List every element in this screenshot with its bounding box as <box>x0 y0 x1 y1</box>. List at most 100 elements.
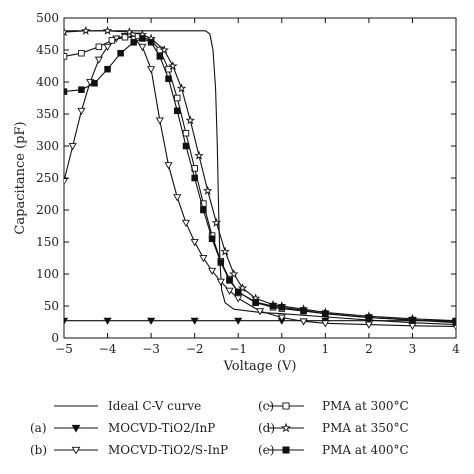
data-point-d <box>176 83 187 93</box>
data-point-a <box>64 317 69 325</box>
data-point-d <box>203 185 213 195</box>
data-point-e <box>300 307 307 314</box>
data-point-c <box>64 53 68 60</box>
y-tick-label: 500 <box>36 11 59 25</box>
x-tick-label: 4 <box>452 342 460 356</box>
series-line-d <box>64 30 456 322</box>
data-point-e <box>139 35 146 42</box>
data-point-b <box>225 287 234 295</box>
legend-label: Ideal C-V curve <box>108 399 201 413</box>
series-d <box>64 25 456 325</box>
data-point-b <box>164 162 173 170</box>
legend-prefix: (e) <box>258 443 274 457</box>
y-tick-label: 100 <box>36 267 59 281</box>
y-tick-label: 400 <box>36 75 59 89</box>
data-point-b <box>173 194 182 202</box>
data-point-b <box>321 320 330 328</box>
y-tick-label: 150 <box>36 235 59 249</box>
data-point-e <box>147 39 155 46</box>
legend-swatch-marker <box>282 402 290 410</box>
data-point-b <box>181 219 191 228</box>
data-point-e <box>452 319 456 326</box>
data-point-c <box>121 33 129 41</box>
data-point-c <box>78 49 85 57</box>
y-tick-label: 200 <box>36 203 59 217</box>
data-point-d <box>102 25 113 35</box>
y-tick-label: 250 <box>36 171 59 185</box>
series-ideal <box>64 30 456 326</box>
series-line-c <box>64 35 456 323</box>
data-point-e <box>200 206 207 214</box>
series-c <box>64 32 456 326</box>
data-point-e <box>234 288 242 296</box>
legend-label: PMA at 300°C <box>322 399 409 413</box>
data-point-d <box>185 115 196 125</box>
data-point-c <box>165 65 172 73</box>
data-point-e <box>269 302 277 310</box>
x-tick-label: 3 <box>409 342 417 356</box>
data-point-e <box>64 88 68 95</box>
x-tick-label: 2 <box>365 342 373 356</box>
x-tick-label: −5 <box>55 342 73 356</box>
data-point-b <box>216 278 225 286</box>
x-tick-label: 0 <box>278 342 286 356</box>
data-point-b <box>147 66 156 74</box>
data-point-b <box>190 239 199 247</box>
y-axis-label: Capacitance (pF) <box>13 121 28 234</box>
legend-prefix: (c) <box>258 399 274 413</box>
data-point-b <box>199 255 208 263</box>
data-point-c <box>173 94 181 102</box>
legend-item-d: (d) PMA at 350°C <box>258 421 409 435</box>
x-tick-label: −1 <box>229 342 247 356</box>
data-point-b <box>408 322 417 331</box>
data-point-a <box>147 317 156 325</box>
series-b <box>64 32 456 331</box>
data-point-a <box>234 317 243 325</box>
data-point-b <box>155 117 164 125</box>
data-point-e <box>130 39 137 46</box>
data-point-b <box>299 318 308 326</box>
y-tick-label: 450 <box>36 43 59 57</box>
data-point-e <box>409 316 416 324</box>
x-tick-label: 1 <box>322 342 330 356</box>
data-point-c <box>200 200 207 207</box>
data-point-c <box>108 37 116 44</box>
data-point-b <box>255 308 265 316</box>
legend-item-a: (a) MOCVD-TiO2/InP <box>30 421 215 435</box>
legend-label: MOCVD-TiO2/S-InP <box>108 443 228 457</box>
data-point-d <box>159 45 169 55</box>
series-line-e <box>64 37 456 324</box>
legend-swatch-marker <box>280 422 292 433</box>
data-point-e <box>322 310 329 317</box>
y-tick-label: 0 <box>51 331 59 345</box>
data-point-b <box>234 295 243 303</box>
legend-item-e: (e) PMA at 400°C <box>258 443 409 457</box>
x-tick-label: −3 <box>142 342 160 356</box>
legend-item-b: (b) MOCVD-TiO2/S-InP <box>30 443 228 457</box>
x-tick-label: −4 <box>99 342 117 356</box>
legend-prefix: (a) <box>30 421 47 435</box>
data-point-d <box>237 283 248 293</box>
legend-label: PMA at 350°C <box>322 421 409 435</box>
data-point-d <box>211 217 222 227</box>
data-point-b <box>77 107 86 116</box>
series-line-ideal <box>64 30 456 326</box>
data-point-e <box>217 259 225 266</box>
data-point-b <box>68 143 77 151</box>
series-line-b <box>64 35 456 328</box>
legend-swatch-marker <box>71 424 81 433</box>
data-point-e <box>165 75 172 83</box>
data-point-b <box>364 321 373 329</box>
data-point-d <box>81 25 91 35</box>
y-tick-label: 300 <box>36 139 59 153</box>
data-point-b <box>94 56 103 64</box>
legend-item-c: (c) PMA at 300°C <box>258 399 409 413</box>
data-point-e <box>104 65 111 73</box>
data-point-c <box>182 129 190 137</box>
data-point-b <box>64 178 69 186</box>
legend-prefix: (b) <box>30 443 47 457</box>
data-point-a <box>190 317 199 325</box>
data-point-d <box>64 27 69 37</box>
data-point-c <box>95 43 103 51</box>
